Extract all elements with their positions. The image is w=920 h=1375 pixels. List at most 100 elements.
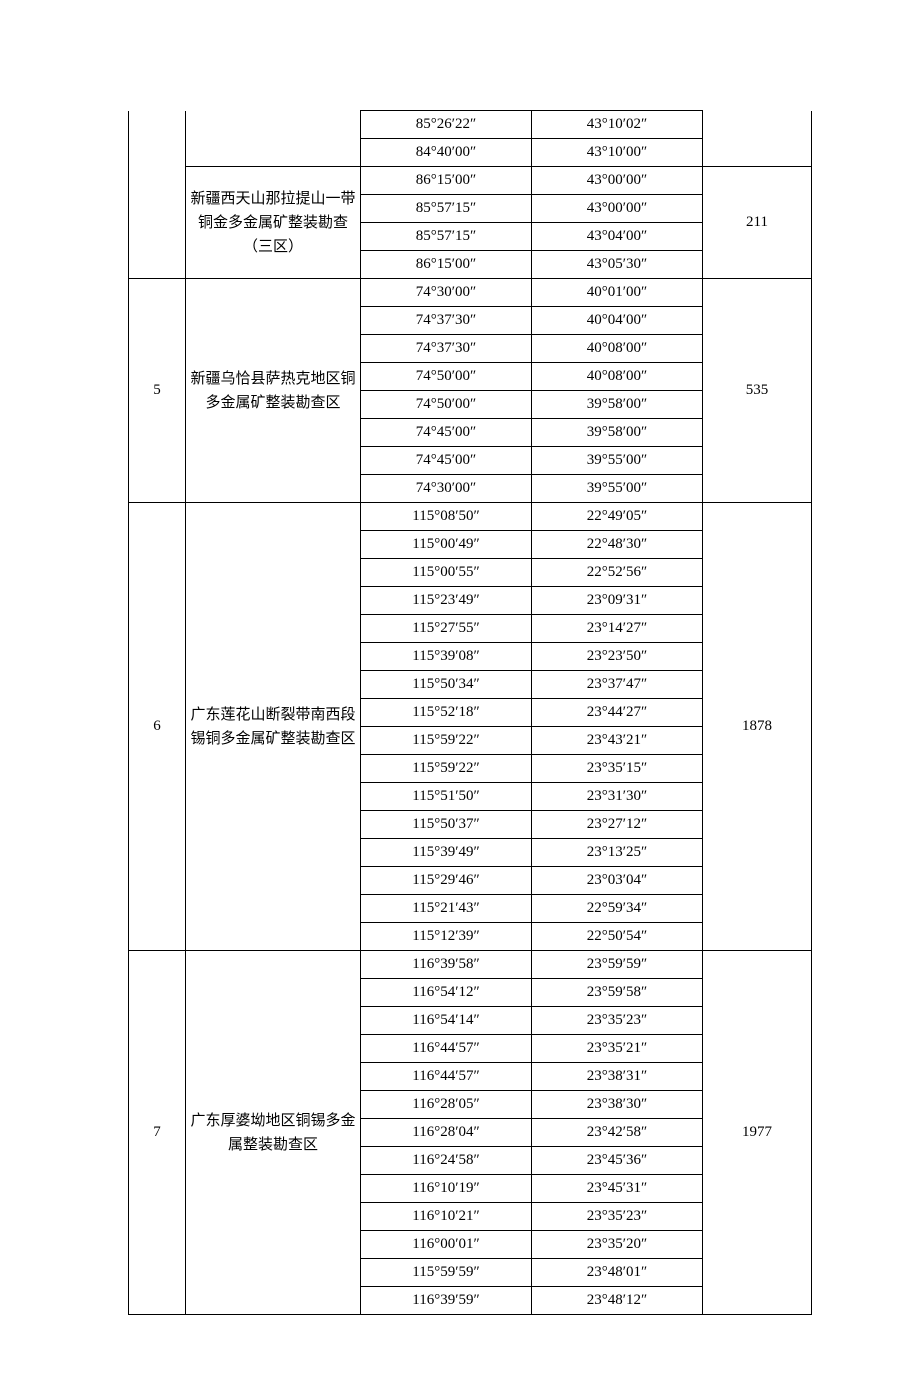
latitude-cell: 23°37′47″ (532, 671, 703, 699)
latitude-cell: 23°31′30″ (532, 783, 703, 811)
longitude-cell: 115°59′22″ (361, 727, 532, 755)
latitude-cell: 23°13′25″ (532, 839, 703, 867)
latitude-cell: 23°48′12″ (532, 1287, 703, 1315)
latitude-cell: 43°00′00″ (532, 195, 703, 223)
longitude-cell: 86°15′00″ (361, 251, 532, 279)
latitude-cell: 39°58′00″ (532, 419, 703, 447)
longitude-cell: 116°44′57″ (361, 1035, 532, 1063)
longitude-cell: 74°45′00″ (361, 447, 532, 475)
latitude-cell: 40°08′00″ (532, 335, 703, 363)
longitude-cell: 115°00′55″ (361, 559, 532, 587)
longitude-cell: 74°50′00″ (361, 363, 532, 391)
latitude-cell: 43°10′02″ (532, 111, 703, 139)
latitude-cell: 23°45′31″ (532, 1175, 703, 1203)
longitude-cell: 115°39′08″ (361, 643, 532, 671)
latitude-cell: 23°43′21″ (532, 727, 703, 755)
latitude-cell: 43°04′00″ (532, 223, 703, 251)
table-row: 新疆西天山那拉提山一带铜金多金属矿整装勘查（三区）86°15′00″43°00′… (129, 167, 812, 195)
area-name: 新疆乌恰县萨热克地区铜多金属矿整装勘查区 (186, 279, 361, 503)
latitude-cell: 23°59′59″ (532, 951, 703, 979)
row-index (129, 111, 186, 279)
longitude-cell: 115°59′59″ (361, 1259, 532, 1287)
longitude-cell: 115°08′50″ (361, 503, 532, 531)
longitude-cell: 115°29′46″ (361, 867, 532, 895)
longitude-cell: 115°52′18″ (361, 699, 532, 727)
table-row: 85°26′22″43°10′02″ (129, 111, 812, 139)
row-index: 5 (129, 279, 186, 503)
latitude-cell: 23°35′21″ (532, 1035, 703, 1063)
longitude-cell: 115°12′39″ (361, 923, 532, 951)
latitude-cell: 23°23′50″ (532, 643, 703, 671)
latitude-cell: 39°58′00″ (532, 391, 703, 419)
row-index: 7 (129, 951, 186, 1315)
latitude-cell: 23°45′36″ (532, 1147, 703, 1175)
latitude-cell: 43°10′00″ (532, 139, 703, 167)
latitude-cell: 23°35′23″ (532, 1203, 703, 1231)
row-index: 6 (129, 503, 186, 951)
longitude-cell: 116°28′05″ (361, 1091, 532, 1119)
longitude-cell: 86°15′00″ (361, 167, 532, 195)
longitude-cell: 115°50′34″ (361, 671, 532, 699)
longitude-cell: 115°51′50″ (361, 783, 532, 811)
longitude-cell: 116°54′14″ (361, 1007, 532, 1035)
latitude-cell: 22°59′34″ (532, 895, 703, 923)
longitude-cell: 74°30′00″ (361, 279, 532, 307)
longitude-cell: 115°21′43″ (361, 895, 532, 923)
longitude-cell: 116°39′59″ (361, 1287, 532, 1315)
latitude-cell: 40°04′00″ (532, 307, 703, 335)
area-code: 1977 (703, 951, 812, 1315)
area-code: 1878 (703, 503, 812, 951)
area-name: 新疆西天山那拉提山一带铜金多金属矿整装勘查（三区） (186, 167, 361, 279)
longitude-cell: 116°39′58″ (361, 951, 532, 979)
longitude-cell: 85°57′15″ (361, 223, 532, 251)
latitude-cell: 23°27′12″ (532, 811, 703, 839)
latitude-cell: 23°59′58″ (532, 979, 703, 1007)
longitude-cell: 116°10′19″ (361, 1175, 532, 1203)
coordinates-table: 85°26′22″43°10′02″84°40′00″43°10′00″新疆西天… (128, 110, 812, 1315)
latitude-cell: 23°44′27″ (532, 699, 703, 727)
latitude-cell: 40°08′00″ (532, 363, 703, 391)
latitude-cell: 23°35′23″ (532, 1007, 703, 1035)
latitude-cell: 23°38′31″ (532, 1063, 703, 1091)
latitude-cell: 22°49′05″ (532, 503, 703, 531)
latitude-cell: 40°01′00″ (532, 279, 703, 307)
latitude-cell: 43°00′00″ (532, 167, 703, 195)
longitude-cell: 116°54′12″ (361, 979, 532, 1007)
longitude-cell: 115°00′49″ (361, 531, 532, 559)
latitude-cell: 23°48′01″ (532, 1259, 703, 1287)
latitude-cell: 22°48′30″ (532, 531, 703, 559)
area-name: 广东厚婆坳地区铜锡多金属整装勘查区 (186, 951, 361, 1315)
area-code (703, 111, 812, 167)
longitude-cell: 74°37′30″ (361, 335, 532, 363)
table-row: 5新疆乌恰县萨热克地区铜多金属矿整装勘查区74°30′00″40°01′00″5… (129, 279, 812, 307)
longitude-cell: 74°45′00″ (361, 419, 532, 447)
longitude-cell: 74°37′30″ (361, 307, 532, 335)
latitude-cell: 39°55′00″ (532, 475, 703, 503)
longitude-cell: 85°57′15″ (361, 195, 532, 223)
latitude-cell: 23°03′04″ (532, 867, 703, 895)
area-code: 535 (703, 279, 812, 503)
longitude-cell: 115°27′55″ (361, 615, 532, 643)
longitude-cell: 116°10′21″ (361, 1203, 532, 1231)
latitude-cell: 39°55′00″ (532, 447, 703, 475)
latitude-cell: 23°09′31″ (532, 587, 703, 615)
latitude-cell: 23°42′58″ (532, 1119, 703, 1147)
latitude-cell: 23°38′30″ (532, 1091, 703, 1119)
longitude-cell: 74°30′00″ (361, 475, 532, 503)
longitude-cell: 115°39′49″ (361, 839, 532, 867)
latitude-cell: 23°14′27″ (532, 615, 703, 643)
longitude-cell: 116°44′57″ (361, 1063, 532, 1091)
table-row: 6广东莲花山断裂带南西段锡铜多金属矿整装勘查区115°08′50″22°49′0… (129, 503, 812, 531)
longitude-cell: 85°26′22″ (361, 111, 532, 139)
longitude-cell: 74°50′00″ (361, 391, 532, 419)
longitude-cell: 115°59′22″ (361, 755, 532, 783)
longitude-cell: 115°50′37″ (361, 811, 532, 839)
latitude-cell: 23°35′15″ (532, 755, 703, 783)
longitude-cell: 116°00′01″ (361, 1231, 532, 1259)
longitude-cell: 116°28′04″ (361, 1119, 532, 1147)
latitude-cell: 22°50′54″ (532, 923, 703, 951)
latitude-cell: 23°35′20″ (532, 1231, 703, 1259)
latitude-cell: 22°52′56″ (532, 559, 703, 587)
latitude-cell: 43°05′30″ (532, 251, 703, 279)
area-code: 211 (703, 167, 812, 279)
